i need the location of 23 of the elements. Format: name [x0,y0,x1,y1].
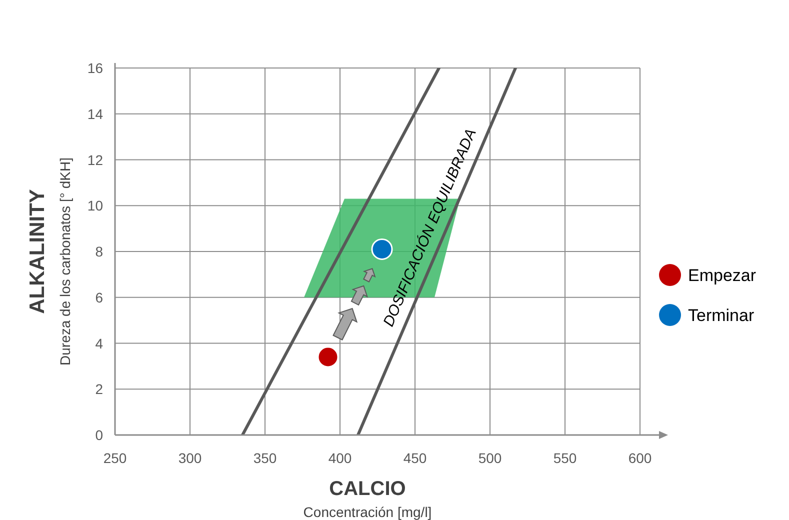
x-tick-label: 350 [253,450,277,466]
y-tick-label: 14 [87,106,104,122]
x-tick-label: 500 [478,450,502,466]
x-tick-label: 300 [178,450,202,466]
y-tick-label: 0 [95,427,104,443]
text: Dureza de los carbonatos [° dKH] [57,158,73,366]
x-tick-label: 400 [328,450,352,466]
y-tick-label: 8 [95,244,104,260]
x-tick-label: 550 [553,450,577,466]
x-tick-label: 250 [103,450,127,466]
y-axis-title: ALKALINITY [26,189,49,314]
x-axis-title: CALCIO [329,478,406,500]
y-tick-label: 10 [87,198,104,214]
legend-label: Empezar [688,266,756,285]
y-tick-label: 12 [87,152,104,168]
y-tick-label: 6 [95,289,104,306]
x-tick-label: 600 [628,450,652,466]
text: Concentración [mg/l] [303,504,432,520]
y-tick-label: 4 [95,335,104,352]
y-tick-label: 2 [95,381,104,398]
legend-label: Terminar [688,306,754,325]
x-tick-label: 450 [403,450,427,466]
y-tick-label: 16 [87,60,104,76]
